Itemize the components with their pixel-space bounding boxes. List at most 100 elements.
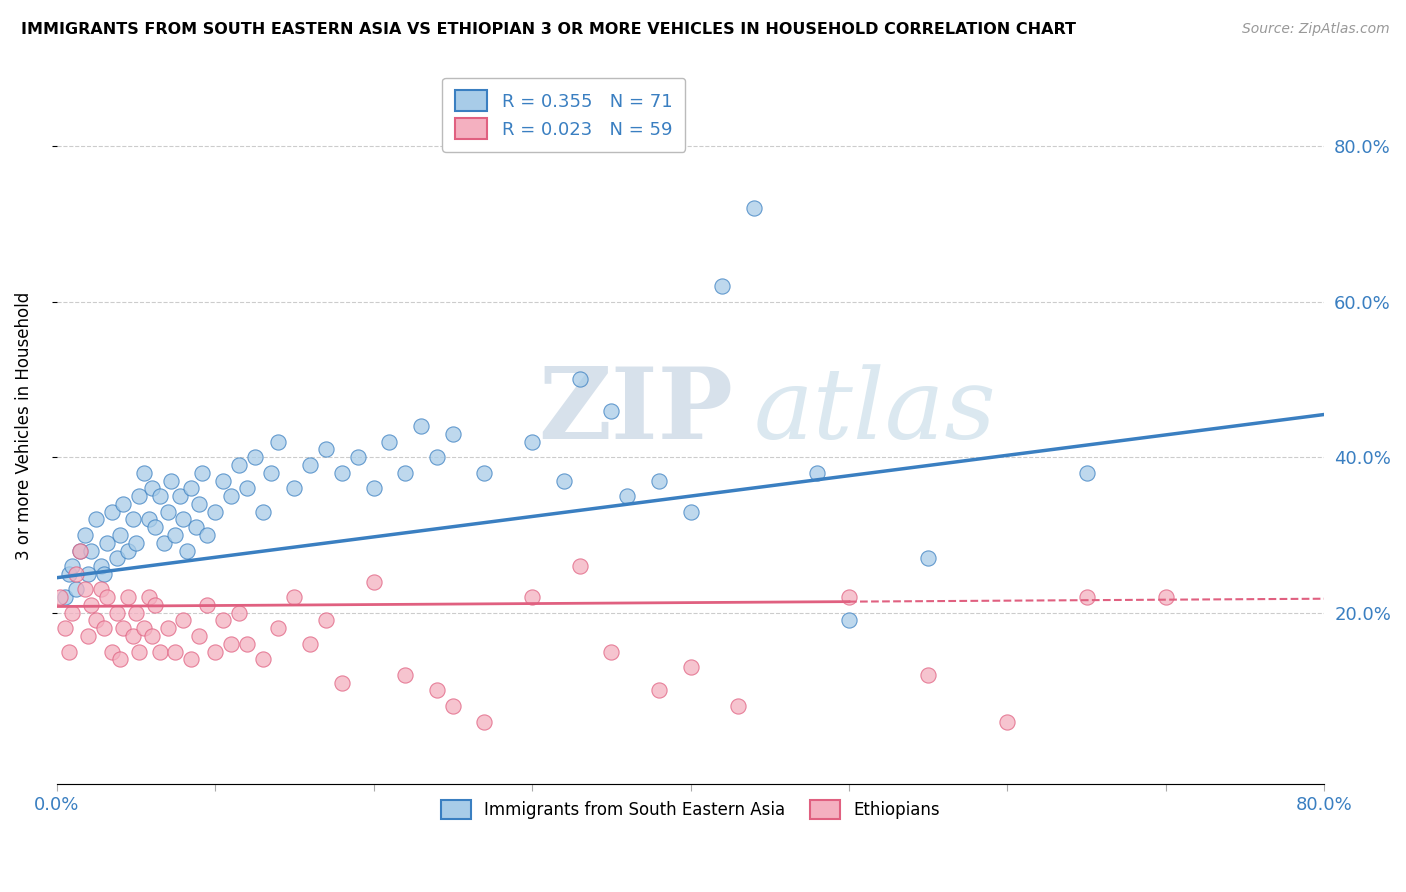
Point	[1154, 590, 1177, 604]
Point	[80, 543, 103, 558]
Text: Source: ZipAtlas.com: Source: ZipAtlas.com	[1241, 22, 1389, 37]
Point	[101, 505, 124, 519]
Text: ZIP: ZIP	[538, 363, 734, 460]
Point	[143, 598, 166, 612]
Point	[212, 474, 235, 488]
Point	[711, 279, 734, 293]
Point	[65, 582, 87, 597]
Point	[806, 466, 828, 480]
Point	[84, 614, 107, 628]
Point	[184, 520, 207, 534]
Point	[219, 489, 242, 503]
Point	[53, 590, 76, 604]
Point	[125, 606, 148, 620]
Point	[93, 566, 115, 581]
Point	[648, 474, 671, 488]
Point	[330, 466, 353, 480]
Point	[69, 543, 91, 558]
Point	[75, 528, 97, 542]
Point	[125, 535, 148, 549]
Point	[172, 614, 194, 628]
Point	[600, 644, 623, 658]
Point	[132, 466, 155, 480]
Point	[520, 590, 543, 604]
Point	[108, 652, 131, 666]
Y-axis label: 3 or more Vehicles in Household: 3 or more Vehicles in Household	[15, 292, 32, 560]
Point	[172, 512, 194, 526]
Point	[121, 629, 143, 643]
Point	[426, 450, 449, 465]
Point	[997, 714, 1019, 729]
Point	[84, 512, 107, 526]
Point	[141, 629, 163, 643]
Point	[128, 644, 150, 658]
Point	[180, 652, 202, 666]
Point	[474, 714, 496, 729]
Point	[53, 621, 76, 635]
Point	[165, 528, 187, 542]
Point	[156, 621, 179, 635]
Point	[742, 202, 765, 216]
Point	[108, 528, 131, 542]
Point	[69, 543, 91, 558]
Point	[75, 582, 97, 597]
Point	[236, 481, 259, 495]
Point	[77, 629, 100, 643]
Point	[299, 637, 322, 651]
Point	[80, 598, 103, 612]
Point	[191, 466, 214, 480]
Point	[474, 466, 496, 480]
Point	[394, 668, 416, 682]
Point	[212, 614, 235, 628]
Point	[117, 590, 139, 604]
Point	[62, 559, 84, 574]
Point	[243, 450, 266, 465]
Point	[176, 543, 198, 558]
Text: atlas: atlas	[754, 364, 997, 459]
Point	[141, 481, 163, 495]
Point	[1076, 466, 1098, 480]
Point	[299, 458, 322, 472]
Point	[236, 637, 259, 651]
Point	[363, 574, 385, 589]
Point	[394, 466, 416, 480]
Point	[315, 614, 337, 628]
Point	[65, 566, 87, 581]
Point	[283, 481, 305, 495]
Point	[159, 474, 181, 488]
Point	[195, 528, 218, 542]
Point	[96, 590, 118, 604]
Point	[378, 434, 401, 449]
Point	[204, 644, 226, 658]
Point	[121, 512, 143, 526]
Point	[228, 606, 250, 620]
Point	[93, 621, 115, 635]
Point	[149, 644, 172, 658]
Point	[679, 660, 702, 674]
Point	[195, 598, 218, 612]
Point	[648, 683, 671, 698]
Point	[520, 434, 543, 449]
Point	[204, 505, 226, 519]
Point	[90, 582, 112, 597]
Point	[149, 489, 172, 503]
Point	[112, 621, 135, 635]
Point	[252, 652, 274, 666]
Point	[252, 505, 274, 519]
Text: IMMIGRANTS FROM SOUTH EASTERN ASIA VS ETHIOPIAN 3 OR MORE VEHICLES IN HOUSEHOLD : IMMIGRANTS FROM SOUTH EASTERN ASIA VS ET…	[21, 22, 1076, 37]
Point	[917, 551, 939, 566]
Point	[132, 621, 155, 635]
Point	[77, 566, 100, 581]
Point	[727, 698, 749, 713]
Point	[165, 644, 187, 658]
Point	[188, 497, 211, 511]
Point	[553, 474, 575, 488]
Point	[283, 590, 305, 604]
Point	[838, 590, 860, 604]
Point	[105, 606, 128, 620]
Point	[267, 434, 290, 449]
Point	[90, 559, 112, 574]
Point	[616, 489, 638, 503]
Point	[58, 566, 80, 581]
Point	[568, 372, 591, 386]
